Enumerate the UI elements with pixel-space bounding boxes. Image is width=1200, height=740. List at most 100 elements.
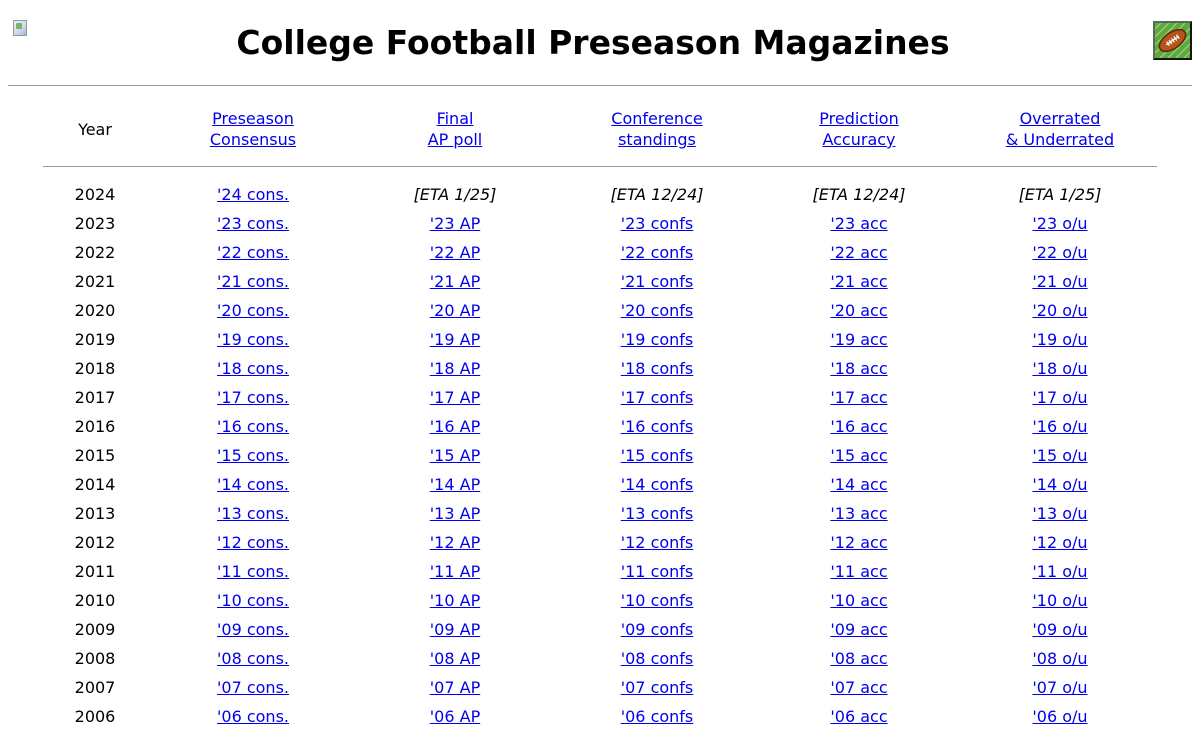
- overrated-underrated-link[interactable]: '22 o/u: [1032, 243, 1088, 262]
- consensus-link[interactable]: '13 cons.: [217, 504, 289, 523]
- overrated-underrated-link[interactable]: '06 o/u: [1032, 707, 1088, 726]
- ap-poll-link[interactable]: '06 AP: [429, 707, 481, 726]
- consensus-link[interactable]: '18 cons.: [217, 359, 289, 378]
- consensus-link[interactable]: '07 cons.: [217, 678, 289, 697]
- overrated-underrated-link[interactable]: '10 o/u: [1032, 591, 1088, 610]
- overrated-underrated-link[interactable]: '13 o/u: [1032, 504, 1088, 523]
- conference-standings-link[interactable]: '12 confs: [620, 533, 694, 552]
- prediction-accuracy-link[interactable]: '06 acc: [830, 707, 888, 726]
- consensus-link[interactable]: '21 cons.: [217, 272, 289, 291]
- conference-standings-link[interactable]: '13 confs: [620, 504, 694, 523]
- prediction-accuracy-link[interactable]: '12 acc: [830, 533, 888, 552]
- consensus-link[interactable]: '08 cons.: [217, 649, 289, 668]
- ap-poll-cell: '12 AP: [355, 532, 555, 561]
- conference-standings-link[interactable]: '17 confs: [620, 388, 694, 407]
- prediction-accuracy-link[interactable]: '20 acc: [830, 301, 888, 320]
- consensus-link[interactable]: '17 cons.: [217, 388, 289, 407]
- conference-standings-link[interactable]: '10 confs: [620, 591, 694, 610]
- prediction-accuracy-link[interactable]: '16 acc: [830, 417, 888, 436]
- prediction-accuracy-link[interactable]: '22 acc: [830, 243, 888, 262]
- overrated-underrated-link[interactable]: '15 o/u: [1032, 446, 1088, 465]
- overrated-underrated-link[interactable]: '12 o/u: [1032, 533, 1088, 552]
- overrated-underrated-link[interactable]: '14 o/u: [1032, 475, 1088, 494]
- consensus-link[interactable]: '22 cons.: [217, 243, 289, 262]
- ap-poll-link[interactable]: '20 AP: [429, 301, 481, 320]
- header-final-ap-poll-link[interactable]: Final AP poll: [428, 109, 483, 149]
- prediction-accuracy-link[interactable]: '21 acc: [830, 272, 888, 291]
- conference-standings-link[interactable]: '14 confs: [620, 475, 694, 494]
- ap-poll-link[interactable]: '18 AP: [429, 359, 481, 378]
- consensus-link[interactable]: '10 cons.: [217, 591, 289, 610]
- overrated-underrated-link[interactable]: '08 o/u: [1032, 649, 1088, 668]
- consensus-link[interactable]: '19 cons.: [217, 330, 289, 349]
- overrated-underrated-link[interactable]: '17 o/u: [1032, 388, 1088, 407]
- prediction-accuracy-link[interactable]: '14 acc: [830, 475, 888, 494]
- consensus-link[interactable]: '14 cons.: [217, 475, 289, 494]
- prediction-accuracy-link[interactable]: '09 acc: [830, 620, 888, 639]
- ap-poll-link[interactable]: '11 AP: [429, 562, 481, 581]
- prediction-accuracy-link[interactable]: '10 acc: [830, 591, 888, 610]
- prediction-accuracy-link[interactable]: '13 acc: [830, 504, 888, 523]
- overrated-underrated-link[interactable]: '11 o/u: [1032, 562, 1088, 581]
- conference-standings-link[interactable]: '06 confs: [620, 707, 694, 726]
- header-prediction-accuracy-link[interactable]: Prediction Accuracy: [819, 109, 898, 149]
- ap-poll-link[interactable]: '10 AP: [429, 591, 481, 610]
- ap-poll-link[interactable]: '22 AP: [429, 243, 481, 262]
- consensus-link[interactable]: '06 cons.: [217, 707, 289, 726]
- consensus-link[interactable]: '16 cons.: [217, 417, 289, 436]
- conference-standings-link[interactable]: '07 confs: [620, 678, 694, 697]
- ap-poll-link[interactable]: '08 AP: [429, 649, 481, 668]
- conference-standings-link[interactable]: '11 confs: [620, 562, 694, 581]
- ap-poll-link[interactable]: '16 AP: [429, 417, 481, 436]
- ap-poll-link[interactable]: '14 AP: [429, 475, 481, 494]
- conference-standings-link[interactable]: '20 confs: [620, 301, 694, 320]
- header-conference-standings-link[interactable]: Conference standings: [611, 109, 702, 149]
- ap-poll-link[interactable]: '21 AP: [429, 272, 481, 291]
- consensus-link[interactable]: '23 cons.: [217, 214, 289, 233]
- consensus-link[interactable]: '09 cons.: [217, 620, 289, 639]
- conference-standings-link[interactable]: '15 confs: [620, 446, 694, 465]
- ap-poll-link[interactable]: '13 AP: [429, 504, 481, 523]
- ap-poll-link[interactable]: '07 AP: [429, 678, 481, 697]
- ap-poll-link[interactable]: '19 AP: [429, 330, 481, 349]
- prediction-accuracy-link[interactable]: '18 acc: [830, 359, 888, 378]
- football-icon[interactable]: [1153, 21, 1192, 60]
- conference-standings-link[interactable]: '22 confs: [620, 243, 694, 262]
- conference-standings-link[interactable]: '09 confs: [620, 620, 694, 639]
- overrated-underrated-link[interactable]: '07 o/u: [1032, 678, 1088, 697]
- year-cell: 2020: [74, 301, 116, 320]
- ap-poll-link[interactable]: '09 AP: [429, 620, 481, 639]
- prediction-accuracy-link[interactable]: '08 acc: [830, 649, 888, 668]
- prediction-accuracy-link[interactable]: '23 acc: [830, 214, 888, 233]
- consensus-link[interactable]: '12 cons.: [217, 533, 289, 552]
- conference-standings-link[interactable]: '08 confs: [620, 649, 694, 668]
- ap-poll-link[interactable]: '12 AP: [429, 533, 481, 552]
- conference-standings-link[interactable]: '19 confs: [620, 330, 694, 349]
- prediction-accuracy-link[interactable]: '19 acc: [830, 330, 888, 349]
- overrated-underrated-link[interactable]: '16 o/u: [1032, 417, 1088, 436]
- consensus-link[interactable]: '24 cons.: [217, 185, 289, 204]
- overrated-underrated-link[interactable]: '21 o/u: [1032, 272, 1088, 291]
- overrated-underrated-link[interactable]: '09 o/u: [1032, 620, 1088, 639]
- ap-poll-link[interactable]: '23 AP: [429, 214, 481, 233]
- conference-standings-link[interactable]: '23 confs: [620, 214, 694, 233]
- conference-standings-link[interactable]: '21 confs: [620, 272, 694, 291]
- prediction-accuracy-link[interactable]: '17 acc: [830, 388, 888, 407]
- ap-poll-link[interactable]: '17 AP: [429, 388, 481, 407]
- prediction-accuracy-link[interactable]: '11 acc: [830, 562, 888, 581]
- prediction-accuracy-link[interactable]: '07 acc: [830, 678, 888, 697]
- consensus-link[interactable]: '20 cons.: [217, 301, 289, 320]
- consensus-link[interactable]: '15 cons.: [217, 446, 289, 465]
- ap-poll-link[interactable]: '15 AP: [429, 446, 481, 465]
- consensus-cell: '10 cons.: [153, 590, 353, 619]
- consensus-link[interactable]: '11 cons.: [217, 562, 289, 581]
- header-overrated-underrated-link[interactable]: Overrated & Underrated: [1006, 109, 1114, 149]
- overrated-underrated-link[interactable]: '19 o/u: [1032, 330, 1088, 349]
- header-preseason-consensus-link[interactable]: Preseason Consensus: [210, 109, 296, 149]
- conference-standings-link[interactable]: '16 confs: [620, 417, 694, 436]
- overrated-underrated-link[interactable]: '18 o/u: [1032, 359, 1088, 378]
- conference-standings-link[interactable]: '18 confs: [620, 359, 694, 378]
- overrated-underrated-link[interactable]: '20 o/u: [1032, 301, 1088, 320]
- prediction-accuracy-link[interactable]: '15 acc: [830, 446, 888, 465]
- overrated-underrated-link[interactable]: '23 o/u: [1032, 214, 1088, 233]
